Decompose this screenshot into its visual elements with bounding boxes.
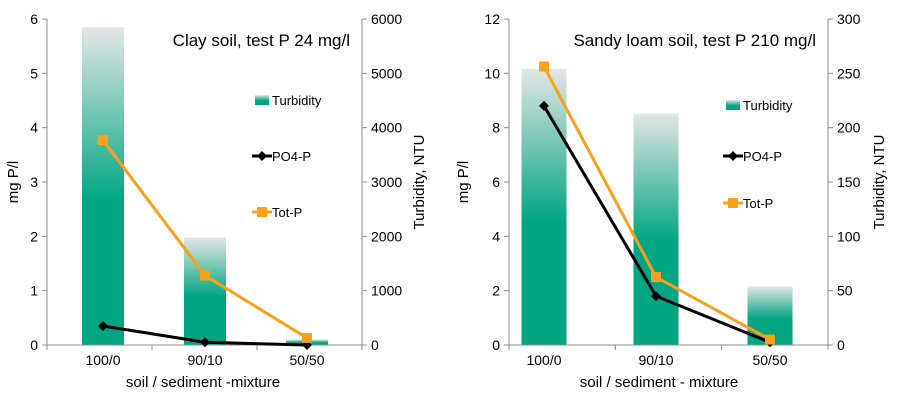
right-tick-label: 6000 xyxy=(371,11,402,27)
left-tick-label: 2 xyxy=(30,228,38,244)
x-tick-label: 90/10 xyxy=(638,352,673,368)
right-tick-label: 4000 xyxy=(371,120,402,136)
right-axis-title: Turbidity, NTU xyxy=(411,134,428,229)
x-tick-label: 50/50 xyxy=(752,352,787,368)
right-tick-label: 2000 xyxy=(371,228,402,244)
x-tick-label: 50/50 xyxy=(289,352,324,368)
tot-p-point xyxy=(765,334,775,345)
x-axis-title: soil / sediment - mixture xyxy=(580,374,738,391)
right-axis-title: Turbidity, NTU xyxy=(871,134,888,229)
tot-p-point xyxy=(539,61,549,72)
po4-p-point xyxy=(539,100,549,111)
left-tick-label: 0 xyxy=(30,337,38,353)
right-tick-label: 200 xyxy=(837,120,861,136)
po4-p-point xyxy=(98,320,108,331)
left-tick-label: 0 xyxy=(492,337,500,353)
left-tick-label: 8 xyxy=(492,120,500,136)
tot-p-point xyxy=(651,272,661,283)
right-tick-label: 150 xyxy=(837,174,861,190)
po4-p-point xyxy=(200,337,210,348)
legend-label: Tot-P xyxy=(743,196,773,211)
right-tick-label: 100 xyxy=(837,228,861,244)
po4-p-point xyxy=(651,291,661,302)
legend-tot-p-marker xyxy=(257,207,267,217)
tot-p-point xyxy=(200,270,210,281)
legend-label: Tot-P xyxy=(272,205,302,220)
turbidity-bar xyxy=(633,113,679,345)
left-tick-label: 3 xyxy=(30,174,38,190)
right-tick-label: 300 xyxy=(837,11,861,27)
legend-tot-p-marker xyxy=(728,198,738,208)
left-tick-label: 5 xyxy=(30,65,38,81)
right-tick-label: 250 xyxy=(837,65,861,81)
legend-po4-p-marker xyxy=(257,151,267,161)
legend-po4-p-marker xyxy=(728,151,738,161)
x-tick-label: 100/0 xyxy=(85,352,120,368)
legend-turbidity-swatch xyxy=(726,100,740,110)
left-tick-label: 12 xyxy=(484,11,500,27)
left-tick-label: 1 xyxy=(30,283,38,299)
x-tick-label: 90/10 xyxy=(187,352,222,368)
legend-label: Turbidity xyxy=(743,98,793,113)
left-tick-label: 6 xyxy=(30,11,38,27)
turbidity-bar xyxy=(82,27,124,346)
x-axis-title: soil / sediment -mixture xyxy=(126,374,280,391)
chart-title: Sandy loam soil, test P 210 mg/l xyxy=(573,31,816,50)
right-tick-label: 1000 xyxy=(371,283,402,299)
turbidity-bar xyxy=(521,68,567,345)
right-tick-label: 5000 xyxy=(371,65,402,81)
right-tick-label: 0 xyxy=(837,337,845,353)
left-tick-label: 4 xyxy=(492,228,500,244)
sandy-loam-soil-chart: 0 2 4 6 8 10 12 0 50 100 150 200 250 300 100/0 90/10 50/… xyxy=(455,11,888,391)
left-tick-label: 10 xyxy=(484,65,500,81)
right-tick-label: 0 xyxy=(371,337,379,353)
right-tick-label: 3000 xyxy=(371,174,402,190)
left-axis-title: mg P/l xyxy=(5,161,22,204)
legend-label: PO4-P xyxy=(272,149,311,164)
x-tick-label: 100/0 xyxy=(526,352,561,368)
legend-label: Turbidity xyxy=(272,93,322,108)
left-tick-label: 4 xyxy=(30,120,38,136)
chart-title: Clay soil, test P 24 mg/l xyxy=(173,31,350,50)
left-tick-label: 6 xyxy=(492,174,500,190)
left-tick-label: 2 xyxy=(492,283,500,299)
legend-label: PO4-P xyxy=(743,149,782,164)
right-tick-label: 50 xyxy=(837,283,853,299)
clay-soil-chart: 0 1 2 3 4 5 6 0 1000 2000 3000 4000 5000 6000 100/0 90/… xyxy=(5,11,428,391)
legend-turbidity-swatch xyxy=(255,95,269,105)
left-axis-title: mg P/l xyxy=(455,161,472,204)
tot-p-point xyxy=(302,332,312,343)
tot-p-point xyxy=(98,135,108,146)
